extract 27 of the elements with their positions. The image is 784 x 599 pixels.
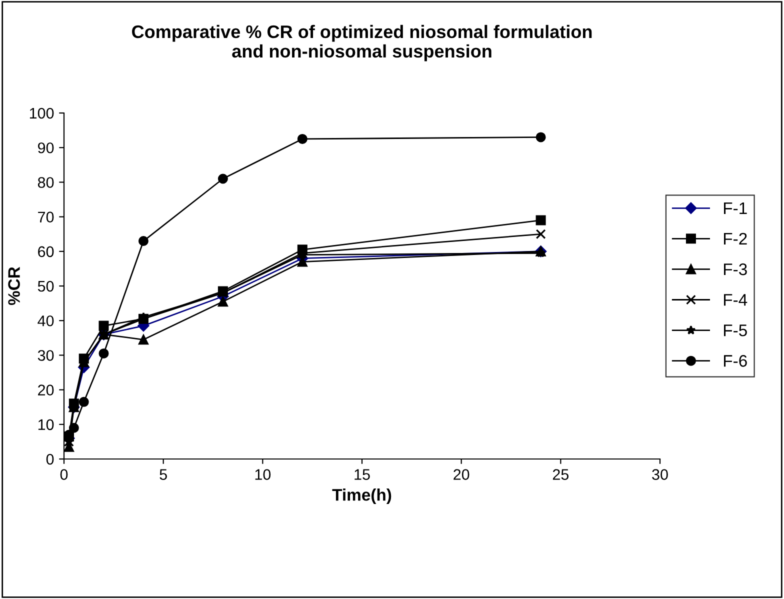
x-tick-label: 10 — [255, 469, 271, 480]
x-tick-label: 25 — [552, 469, 569, 480]
y-tick-label: 70 — [38, 212, 54, 222]
legend-label: F-1 — [724, 202, 747, 214]
x-tick-label: 30 — [652, 469, 668, 480]
x-tick-label: 5 — [160, 469, 167, 480]
y-axis-title: %CR — [8, 266, 20, 306]
y-tick-label: 90 — [38, 142, 54, 154]
y-tick-label: 0 — [46, 454, 54, 465]
y-tick-label: 100 — [30, 108, 54, 119]
chart-title: Comparative % CR of optimized niosomal formulation and non-niosomal suspension — [132, 24, 592, 62]
y-tick-label: 50 — [38, 280, 54, 292]
x-tick-label: 15 — [354, 469, 370, 480]
y-tick-label: 30 — [38, 350, 54, 361]
y-tick-label: 60 — [38, 246, 54, 258]
y-tick-label: 10 — [38, 419, 54, 430]
y-tick-label: 20 — [38, 384, 54, 396]
legend-label: F-6 — [724, 355, 747, 367]
legend-label: F-2 — [724, 232, 747, 245]
x-tick-label: 20 — [454, 469, 470, 480]
x-axis-title: Time(h) — [332, 488, 392, 504]
legend-label: F-4 — [724, 294, 748, 306]
legend-label: F-5 — [724, 324, 747, 336]
y-tick-label: 80 — [38, 177, 54, 188]
x-tick-label: 0 — [60, 469, 68, 480]
legend-label: F-3 — [724, 263, 747, 276]
y-tick-label: 40 — [38, 315, 54, 326]
